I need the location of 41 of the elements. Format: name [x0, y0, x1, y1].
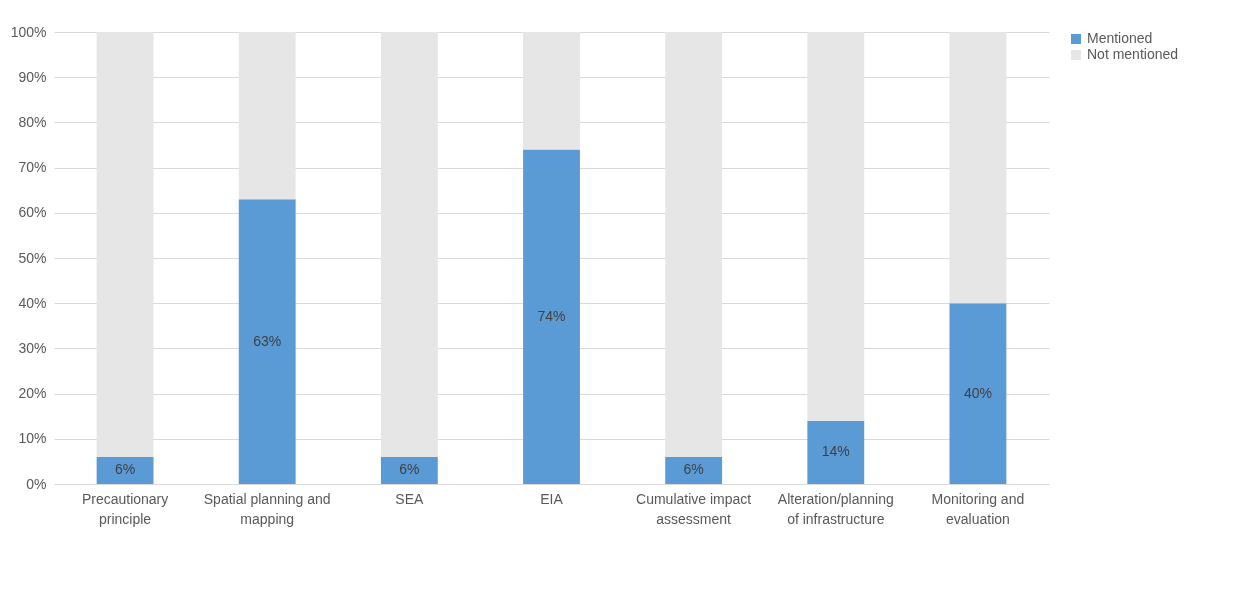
data-label: 40% [963, 384, 992, 401]
x-tick-label: Spatial planning and mapping [203, 490, 331, 527]
data-label: 63% [253, 332, 282, 349]
bar [949, 303, 1007, 484]
x-tick-label: Monitoring and evaluation [931, 490, 1025, 527]
y-tick-label: 40% [18, 294, 47, 311]
bar [949, 32, 1007, 304]
x-tick-label: EIA [540, 490, 564, 507]
data-label: 14% [821, 443, 850, 460]
x-tick-label: SEA [395, 490, 425, 507]
bar [380, 32, 438, 457]
data-label: 6% [114, 461, 136, 478]
bar [523, 32, 580, 150]
bar [807, 420, 865, 484]
legend-label: Mentioned [1087, 30, 1153, 46]
bar [523, 149, 580, 484]
bar [96, 32, 154, 457]
y-tick-label: 80% [18, 113, 47, 130]
y-tick-label: 30% [18, 339, 47, 356]
bar [96, 456, 154, 484]
x-tick-label: Alteration/planning of infrastructure [777, 490, 894, 527]
x-tick-label: Precautionary principle [81, 490, 169, 527]
y-tick-label: 100% [10, 23, 47, 40]
bar [380, 456, 438, 484]
bar [807, 32, 865, 421]
bar [238, 32, 296, 200]
bar [665, 32, 723, 457]
bar [665, 456, 723, 484]
y-tick-label: 50% [18, 249, 47, 266]
x-tick-label: Cumulative impact assessment [636, 490, 752, 527]
y-tick-label: 0% [26, 475, 47, 492]
y-tick-label: 70% [18, 159, 47, 176]
y-tick-label: 60% [18, 204, 47, 221]
y-tick-label: 90% [18, 68, 47, 85]
y-tick-label: 20% [18, 385, 47, 402]
data-label: 6% [683, 461, 704, 478]
data-label: 6% [399, 461, 420, 478]
legend-label: Not mentioned [1087, 46, 1179, 62]
y-tick-label: 10% [18, 430, 47, 447]
data-label: 74% [537, 307, 566, 324]
bar [238, 199, 296, 484]
